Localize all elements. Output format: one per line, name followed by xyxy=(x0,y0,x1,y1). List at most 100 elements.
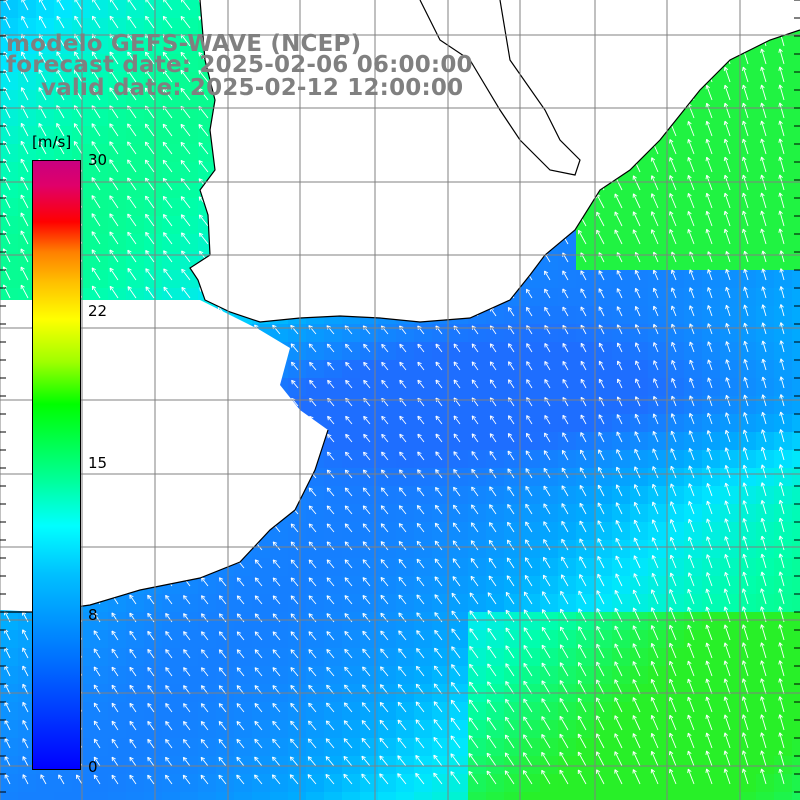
wind-cell xyxy=(774,450,792,468)
wind-cell xyxy=(720,360,738,378)
wind-cell xyxy=(630,288,648,306)
wind-arrow xyxy=(162,15,173,29)
wind-cell xyxy=(612,414,630,432)
wind-cell xyxy=(738,324,756,342)
wind-cell xyxy=(774,594,792,612)
wind-cell xyxy=(720,72,738,90)
wind-cell xyxy=(684,126,702,144)
wind-cell xyxy=(774,378,792,396)
wind-cell xyxy=(666,180,684,198)
wind-cell xyxy=(666,738,684,756)
wind-cell xyxy=(648,486,666,504)
wind-cell xyxy=(792,720,800,738)
wind-cell xyxy=(684,540,702,558)
wind-cell xyxy=(648,324,666,342)
wind-arrow xyxy=(74,0,83,11)
wind-cell xyxy=(756,198,774,216)
wind-cell xyxy=(792,612,800,630)
wind-cell xyxy=(612,612,630,630)
wind-cell xyxy=(792,54,800,72)
wind-cell xyxy=(756,72,774,90)
wind-cell xyxy=(666,702,684,720)
wind-cell xyxy=(792,558,800,576)
wind-cell xyxy=(684,468,702,486)
wind-cell xyxy=(144,792,162,800)
wind-cell xyxy=(648,342,666,360)
wind-cell xyxy=(756,378,774,396)
wind-cell xyxy=(684,738,702,756)
wind-cell xyxy=(630,738,648,756)
wind-cell xyxy=(612,216,630,234)
wind-cell xyxy=(774,198,792,216)
wind-cell xyxy=(756,54,774,72)
wind-cell xyxy=(684,450,702,468)
wind-cell xyxy=(612,450,630,468)
wind-cell xyxy=(630,234,648,252)
wind-cell xyxy=(792,540,800,558)
wind-cell xyxy=(738,270,756,288)
wind-cell xyxy=(630,198,648,216)
wind-cell xyxy=(774,342,792,360)
wind-cell xyxy=(738,666,756,684)
wind-cell xyxy=(720,666,738,684)
wind-cell xyxy=(756,360,774,378)
wind-cell xyxy=(612,756,630,774)
wind-cell xyxy=(738,738,756,756)
wind-cell xyxy=(648,252,666,270)
wind-cell xyxy=(306,792,324,800)
wind-cell xyxy=(666,720,684,738)
wind-cell xyxy=(684,216,702,234)
wind-cell xyxy=(774,180,792,198)
wind-cell xyxy=(774,36,792,54)
wind-cell xyxy=(720,414,738,432)
wind-cell xyxy=(720,486,738,504)
wind-cell xyxy=(702,702,720,720)
wind-cell xyxy=(630,414,648,432)
wind-cell xyxy=(630,270,648,288)
wind-cell xyxy=(666,450,684,468)
wind-cell xyxy=(702,648,720,666)
wind-cell xyxy=(792,270,800,288)
wind-cell xyxy=(792,666,800,684)
wind-cell xyxy=(774,144,792,162)
wind-arrow xyxy=(109,15,119,29)
wind-cell xyxy=(756,252,774,270)
wind-cell xyxy=(756,558,774,576)
wind-cell xyxy=(684,576,702,594)
wind-cell xyxy=(18,792,36,800)
wind-cell xyxy=(126,792,144,800)
wind-cell xyxy=(738,90,756,108)
wind-cell xyxy=(792,576,800,594)
colorbar-tick-0: 0 xyxy=(88,758,98,776)
wind-cell xyxy=(756,288,774,306)
wind-cell xyxy=(774,720,792,738)
wind-cell xyxy=(630,522,648,540)
wind-cell xyxy=(666,414,684,432)
wind-cell xyxy=(684,432,702,450)
wind-cell xyxy=(684,306,702,324)
wind-cell xyxy=(720,288,738,306)
wind-cell xyxy=(630,594,648,612)
wind-cell xyxy=(738,144,756,162)
wind-cell xyxy=(774,648,792,666)
wind-cell xyxy=(432,792,450,800)
wind-cell xyxy=(630,342,648,360)
wind-cell xyxy=(702,504,720,522)
wind-cell xyxy=(522,792,540,800)
wind-cell xyxy=(720,774,738,792)
wind-cell xyxy=(612,396,630,414)
wind-cell xyxy=(702,324,720,342)
wind-cell xyxy=(702,198,720,216)
wind-cell xyxy=(756,468,774,486)
wind-cell xyxy=(738,504,756,522)
wind-cell xyxy=(684,252,702,270)
wind-cell xyxy=(612,270,630,288)
wind-cell xyxy=(702,594,720,612)
wind-cell xyxy=(738,198,756,216)
wind-cell xyxy=(756,324,774,342)
wind-cell xyxy=(756,234,774,252)
wind-cell xyxy=(684,360,702,378)
wind-cell xyxy=(702,432,720,450)
wind-cell xyxy=(774,504,792,522)
wind-arrow xyxy=(145,15,155,29)
